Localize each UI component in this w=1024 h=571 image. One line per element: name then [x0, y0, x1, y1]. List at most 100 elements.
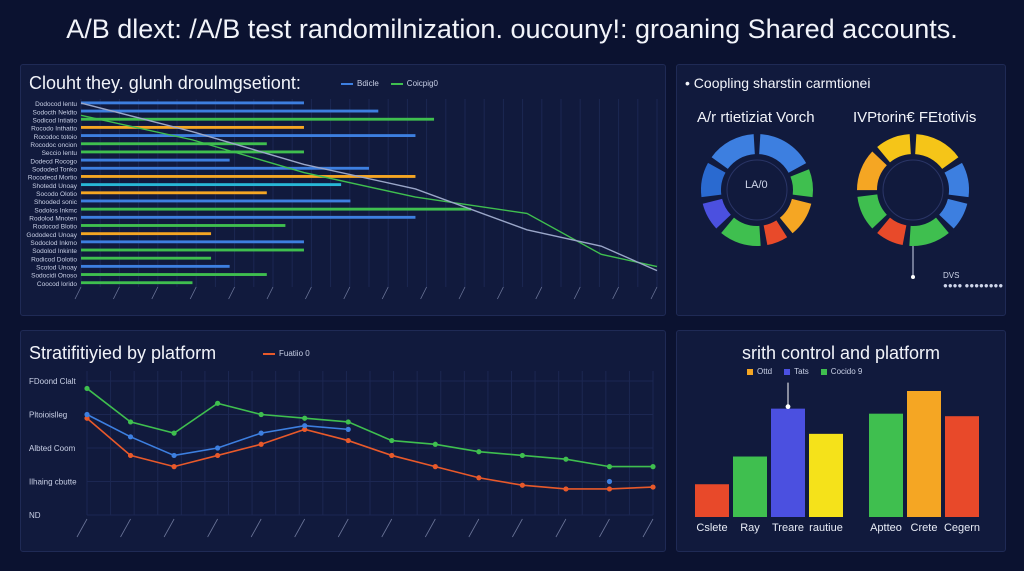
y-tick-label: Rocodoc oncion — [30, 142, 77, 149]
donut-charts — [701, 134, 969, 279]
y-tick-label: Seccio lentu — [42, 150, 78, 157]
bar — [81, 224, 286, 227]
x-tick-mark — [343, 286, 351, 300]
x-tick-mark — [420, 286, 427, 300]
legend: Ottd Tats Cocido 9 — [747, 367, 862, 376]
x-tick-mark — [163, 518, 175, 538]
legend-item: Fuatiio 0 — [263, 349, 310, 358]
donut-slice — [939, 198, 968, 229]
x-tick-mark — [76, 518, 88, 538]
x-tick-mark — [207, 518, 218, 538]
donut-slice — [721, 217, 761, 246]
bar — [81, 134, 416, 138]
x-tick-mark — [642, 518, 654, 538]
x-tick-mark — [555, 518, 567, 538]
donut-label: A/r rtietiziat Vorch — [697, 109, 815, 126]
legend-item: Bdicle — [341, 79, 379, 88]
donut-slice — [763, 220, 788, 246]
x-tick-mark — [228, 286, 235, 300]
bar — [81, 199, 351, 203]
bar — [81, 117, 435, 121]
legend: Bdicle Coicpig0 — [341, 79, 438, 88]
legend-label: Fuatiio 0 — [279, 349, 310, 358]
y-tick-label: Socodo Olotio — [36, 191, 77, 198]
data-point — [606, 478, 613, 485]
y-tick-label: Sodocth Neldto — [33, 109, 78, 116]
donut-inner-ring — [726, 159, 788, 221]
x-tick-label: Treare — [772, 522, 804, 534]
series-line — [86, 413, 349, 457]
y-tick-label: Gododecd Unoay — [26, 232, 77, 239]
footer-label: DVS — [943, 271, 960, 280]
donut-slice — [909, 217, 949, 246]
annotation-dot — [785, 404, 791, 410]
x-tick-mark — [189, 286, 197, 300]
x-tick-mark — [120, 518, 131, 538]
y-tick-label: Rocodoc totoio — [34, 134, 78, 141]
donut-center-text: LA/0 — [745, 179, 768, 191]
footer-sub: ●●●● ●●●●●●●● — [943, 281, 1004, 290]
y-tick-label: Dodecd Rocogo — [30, 158, 77, 165]
donut-slice — [944, 162, 969, 198]
legend-swatch — [390, 82, 403, 85]
panel-title: • Coopling sharstin carmtionei — [685, 75, 871, 91]
overlay-line — [80, 102, 658, 272]
legend-swatch — [747, 368, 753, 375]
legend-item: Coicpig0 — [390, 79, 438, 88]
vertical-bar-panel: srith control and platform Ottd Tats Coc… — [676, 330, 1006, 552]
donut-slice — [857, 151, 887, 191]
page-title: A/B dlext: /A/B test randomilnization. o… — [66, 14, 958, 44]
x-tick-mark — [535, 286, 543, 300]
overlay-line — [80, 114, 658, 268]
legend-label: Cocido 9 — [830, 367, 863, 376]
y-tick-label: ND — [29, 511, 41, 520]
x-tick-mark — [250, 518, 262, 538]
bar — [81, 158, 230, 162]
y-tick-label: Sododed Tonko — [32, 166, 77, 173]
series-line — [86, 387, 653, 468]
x-tick-mark — [381, 286, 389, 300]
bar — [81, 215, 416, 219]
legend-label: Ottd — [757, 367, 773, 376]
donut-slice — [915, 134, 959, 169]
y-tick-label: Sodicod Intiatio — [33, 117, 78, 124]
legend: Fuatiio 0 — [263, 349, 310, 358]
bar — [809, 433, 843, 517]
y-tick-label: Pltoioislleg — [29, 411, 67, 420]
bar — [81, 175, 416, 178]
legend-item: Tats — [784, 367, 809, 376]
y-tick-label: Coocod lorido — [37, 281, 77, 288]
x-tick-mark — [305, 286, 312, 300]
y-tick-label: FDoond Clalt — [29, 377, 76, 386]
bar — [81, 240, 304, 244]
x-tick-mark — [512, 518, 523, 538]
x-tick-mark — [612, 286, 619, 300]
bar — [945, 416, 979, 517]
y-tick-label: Rodolod Mnoten — [29, 216, 77, 223]
x-tick-label: Cslete — [696, 522, 727, 534]
donut-slice — [711, 134, 755, 169]
x-tick-label: Ray — [740, 522, 760, 534]
x-tick-mark — [650, 286, 658, 300]
data-point — [650, 484, 656, 490]
vbar-chart: Cslete Ray Treare rautiue Aptteo Crete Cegern — [695, 382, 980, 534]
donut-slice — [857, 194, 887, 229]
panel-title: srith control and platform — [741, 343, 941, 363]
x-tick-mark — [151, 286, 159, 300]
x-tick-mark — [497, 286, 504, 300]
bar — [81, 183, 342, 187]
x-tick-mark — [599, 518, 610, 538]
x-tick-mark — [294, 518, 306, 538]
horizontal-bar-panel: Clouht they. glunh droulmgsetiont: Bdicl… — [20, 64, 666, 316]
bar — [81, 142, 267, 146]
x-tick-mark — [424, 518, 436, 538]
y-tick-label: Rocodo Inthatto — [31, 126, 77, 133]
bar — [869, 413, 903, 517]
y-tick-label: Sodocidi Onoso — [31, 273, 77, 280]
bar — [81, 109, 379, 113]
legend-label: Coicpig0 — [406, 79, 438, 88]
bar — [771, 408, 805, 517]
x-tick-mark — [266, 286, 274, 300]
legend-item: Cocido 9 — [820, 367, 863, 376]
y-tick-label: Shooded sonic — [34, 199, 78, 206]
